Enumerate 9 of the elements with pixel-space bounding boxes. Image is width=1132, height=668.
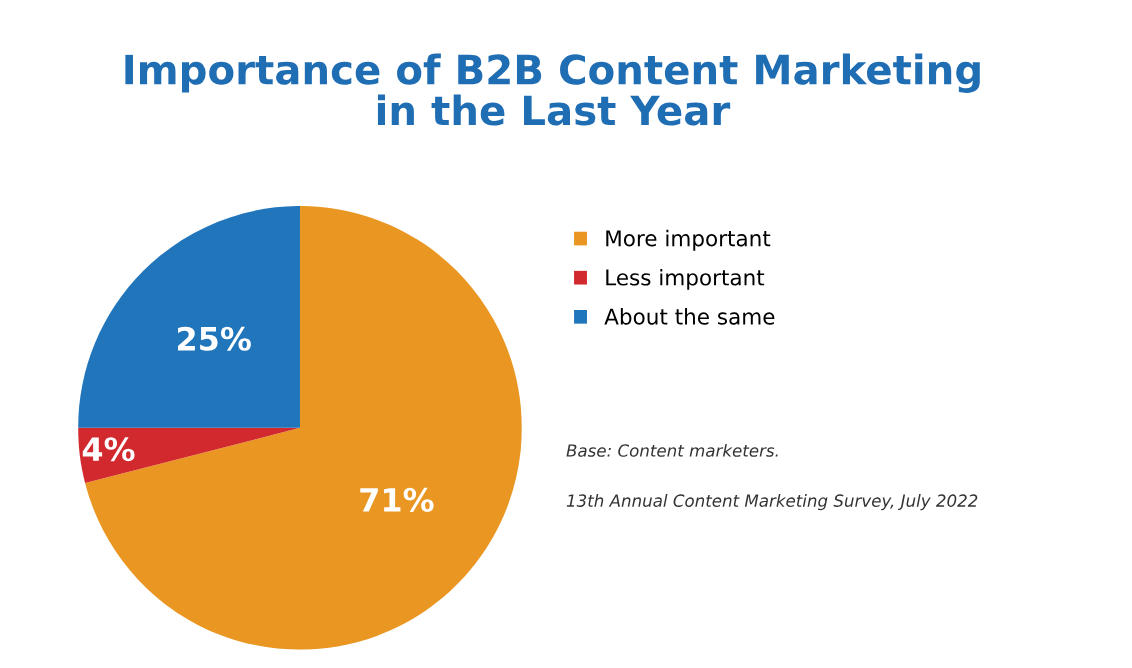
data-label: 71% — [360, 487, 434, 512]
legend-label: More important — [606, 229, 771, 251]
text: Base: Content marketers. — [566, 443, 778, 457]
data-label: 4% — [82, 437, 135, 462]
text: 13th Annual Content Marketing Survey, July 2022 — [566, 494, 978, 511]
legend-label: About the same — [604, 308, 775, 325]
data-label: 25% — [177, 326, 251, 351]
chart-title: Importance of B2B Content Marketing in the Last Year — [125, 53, 980, 126]
legend-label: Less important — [606, 268, 765, 290]
